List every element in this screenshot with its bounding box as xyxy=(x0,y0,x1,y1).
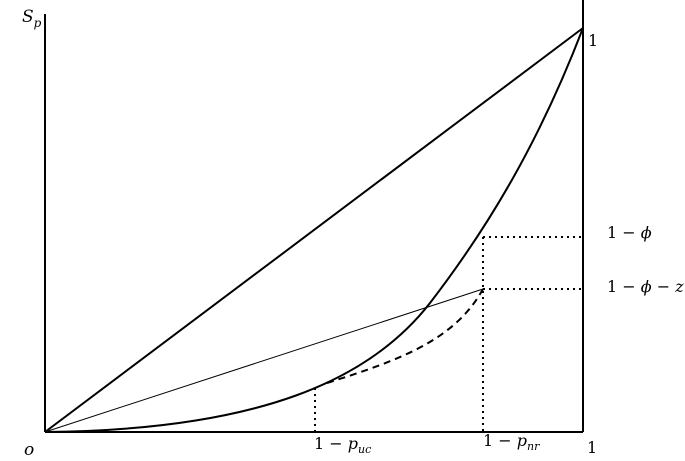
y-tick-label-phi-z: 1 − ϕ − z xyxy=(607,277,684,296)
dashed-curve xyxy=(326,288,484,384)
x-end-label: 1 xyxy=(587,438,597,457)
y-tick-label-phi: 1 − ϕ xyxy=(607,223,652,242)
origin-label: o xyxy=(24,440,34,460)
y-axis-label: Sp xyxy=(22,7,42,30)
x-tick-label-uc: 1 − puc xyxy=(314,434,371,456)
x-tick-label-nr: 1 − pnr xyxy=(483,431,540,453)
convex-curve xyxy=(44,27,584,433)
chord-line xyxy=(44,288,484,433)
diagonal-line xyxy=(44,27,584,433)
top-right-label: 1 xyxy=(588,31,598,50)
